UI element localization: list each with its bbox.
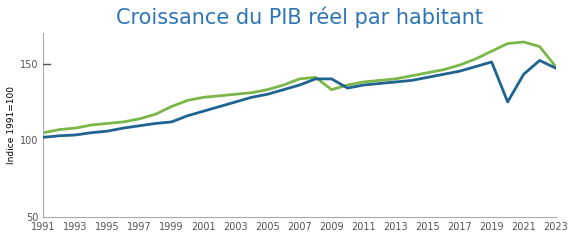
Y-axis label: Indice 1991=100: Indice 1991=100 — [7, 86, 16, 164]
Title: Croissance du PIB réel par habitant: Croissance du PIB réel par habitant — [116, 7, 483, 28]
